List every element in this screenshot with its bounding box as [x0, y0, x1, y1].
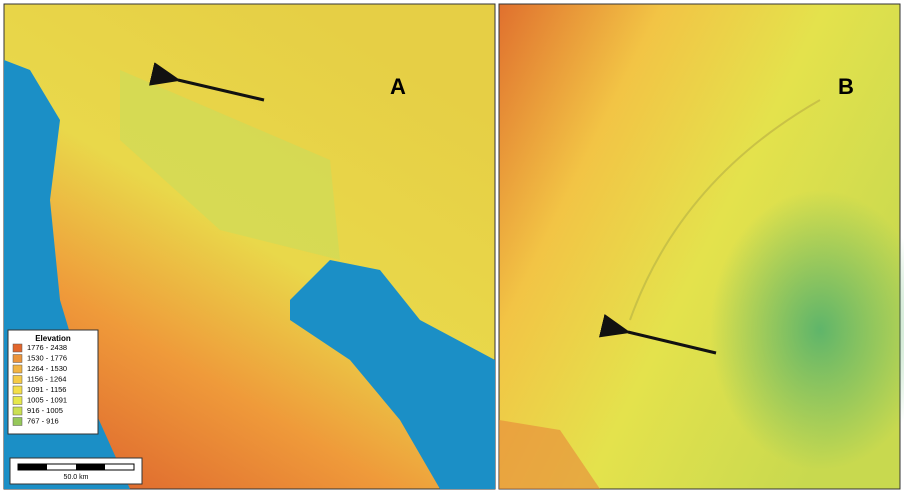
legend-label: 1530 - 1776 — [27, 353, 67, 362]
legend-label: 1091 - 1156 — [27, 385, 66, 394]
scale-bar: 50.0 km — [10, 458, 142, 484]
legend-swatch — [13, 418, 22, 426]
legend-swatch — [13, 355, 22, 363]
figure: A Elevation 1776 - 24381530 - 1776 1264 -… — [0, 0, 904, 493]
legend-label: 1264 - 1530 — [27, 364, 67, 373]
legend-label: 916 - 1005 — [27, 406, 63, 415]
scale-segment — [18, 464, 47, 470]
legend-swatch — [13, 407, 22, 415]
scale-segment — [76, 464, 105, 470]
legend-swatch — [13, 376, 22, 384]
legend-swatch — [13, 397, 22, 405]
scale-label: 50.0 km — [64, 474, 89, 481]
panel-label: B — [838, 74, 854, 99]
legend-swatch — [13, 386, 22, 394]
panel-b: B — [499, 4, 904, 489]
legend-label: 1776 - 2438 — [27, 343, 67, 352]
legend-label: 1156 - 1264 — [27, 374, 66, 383]
legend-label: 767 - 916 — [27, 416, 59, 425]
legend-title: Elevation — [35, 334, 71, 343]
legend-swatch — [13, 344, 22, 352]
legend-label: 1005 - 1091 — [27, 395, 67, 404]
page: A Elevation 1776 - 24381530 - 1776 1264 -… — [0, 0, 904, 493]
legend-swatch — [13, 365, 22, 373]
panel-label: A — [390, 74, 406, 99]
